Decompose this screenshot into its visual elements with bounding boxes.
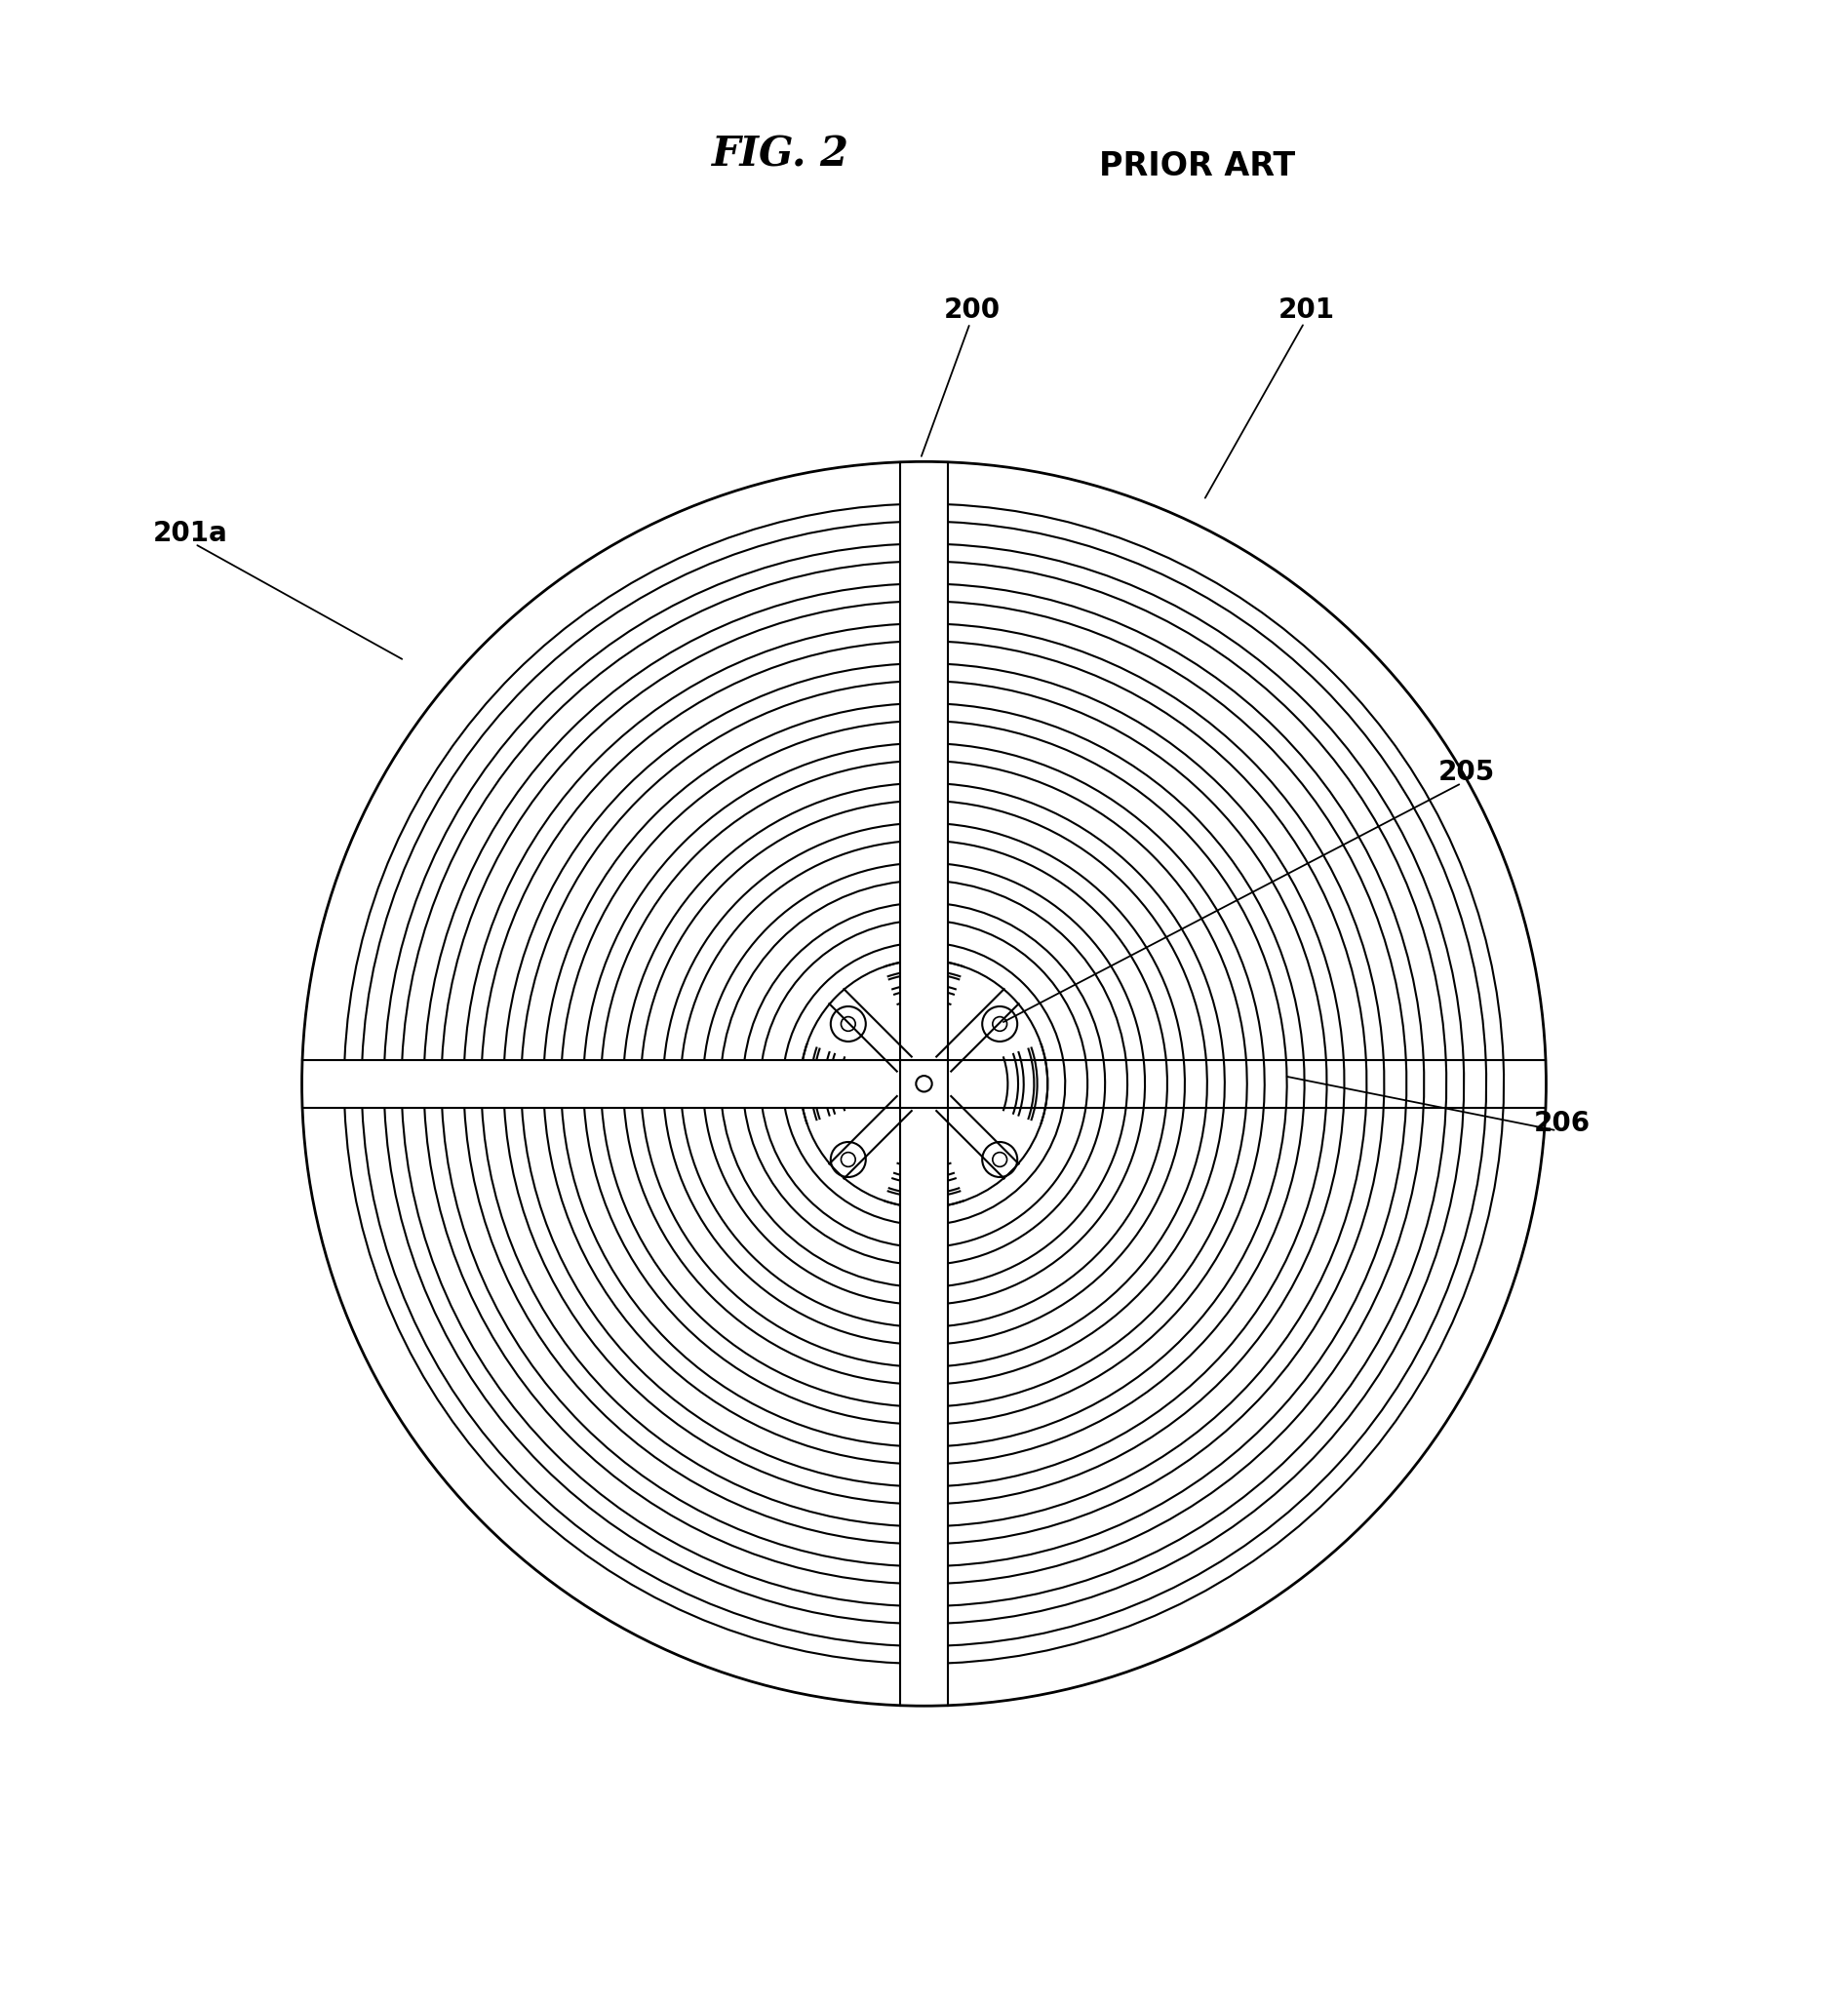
Text: 200: 200	[944, 297, 1000, 323]
Text: FIG. 2: FIG. 2	[711, 135, 850, 175]
Text: PRIOR ART: PRIOR ART	[1100, 151, 1295, 183]
Text: 205: 205	[1438, 759, 1495, 787]
Text: 206: 206	[1534, 1110, 1591, 1137]
Text: 201a: 201a	[153, 520, 227, 548]
Text: 201: 201	[1279, 297, 1334, 323]
